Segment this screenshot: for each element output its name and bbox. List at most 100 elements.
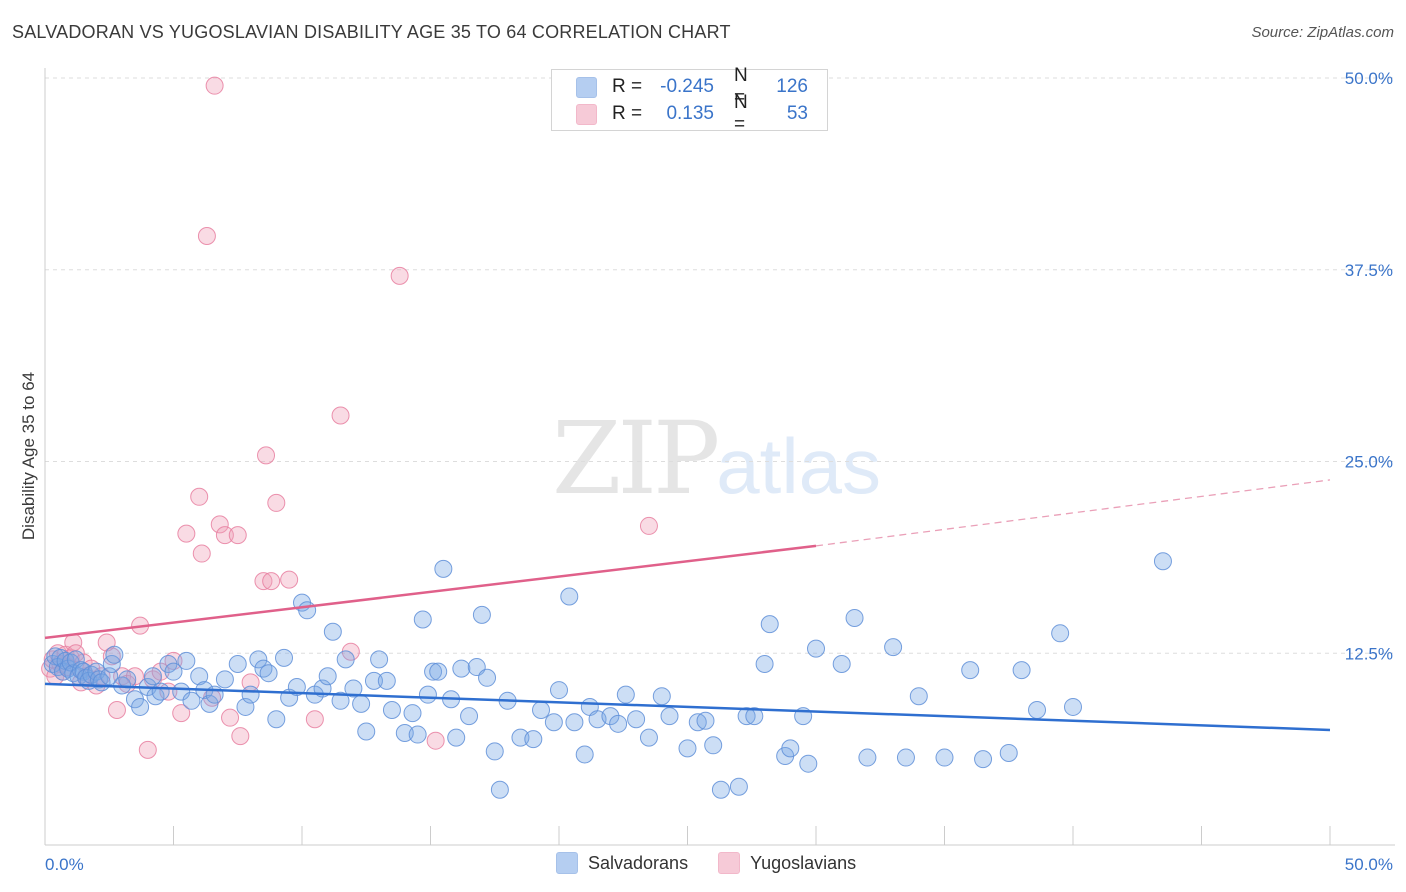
data-point	[275, 648, 294, 667]
data-point	[107, 701, 126, 720]
data-point	[210, 515, 229, 534]
bottom-legend-swatch-salvadorans	[556, 852, 578, 874]
data-point	[434, 559, 453, 578]
watermark-atlas: atlas	[716, 422, 882, 510]
data-point	[532, 701, 551, 720]
data-point	[215, 670, 234, 689]
data-point	[845, 608, 864, 627]
data-point	[172, 704, 191, 723]
data-point	[974, 750, 993, 769]
data-point	[370, 650, 389, 669]
data-point	[511, 728, 530, 747]
data-point	[704, 736, 723, 755]
data-point	[413, 610, 432, 629]
bottom-legend-salvadorans[interactable]: Salvadorans	[556, 852, 688, 874]
data-point	[737, 707, 756, 726]
data-point	[575, 745, 594, 764]
grid-lines	[45, 77, 1395, 654]
bottom-legend: Salvadorans Yugoslavians	[556, 852, 886, 874]
data-point	[267, 710, 286, 729]
data-point	[190, 487, 209, 506]
data-point	[192, 544, 211, 563]
data-point	[331, 691, 350, 710]
data-point	[832, 654, 851, 673]
data-point	[424, 662, 443, 681]
data-point	[490, 780, 509, 799]
data-point	[781, 739, 800, 758]
bottom-legend-label-yugoslavians: Yugoslavians	[750, 852, 857, 873]
y-tick-label: 50.0%	[1345, 69, 1393, 88]
data-point	[231, 727, 250, 746]
data-point	[331, 406, 350, 425]
data-point	[287, 677, 306, 696]
data-point	[221, 708, 240, 727]
data-point	[395, 724, 414, 743]
data-point	[364, 671, 383, 690]
legend-r-value: -0.245	[660, 76, 714, 97]
data-point	[544, 713, 563, 732]
data-point	[164, 651, 183, 670]
data-point	[452, 659, 471, 678]
data-point	[896, 748, 915, 767]
legend-r-label: R =	[612, 76, 643, 97]
data-point	[639, 516, 658, 535]
data-point	[745, 707, 764, 726]
data-point	[182, 691, 201, 710]
data-point	[257, 446, 276, 465]
trend-lines	[44, 479, 1331, 732]
watermark-zip: ZIP	[552, 400, 720, 517]
data-point	[323, 622, 342, 641]
y-tick-label: 25.0%	[1345, 453, 1393, 472]
y-tick-label: 37.5%	[1345, 261, 1393, 280]
data-point	[151, 682, 170, 701]
legend-r-label: R =	[612, 103, 643, 124]
data-point	[177, 524, 196, 543]
bottom-legend-yugoslavians[interactable]: Yugoslavians	[718, 852, 856, 874]
data-point	[935, 748, 954, 767]
data-point	[357, 722, 376, 741]
y-axis-label: Disability Age 35 to 64	[19, 372, 38, 540]
data-point	[138, 740, 157, 759]
data-point	[336, 650, 355, 669]
data-point	[711, 780, 730, 799]
data-point	[298, 601, 317, 620]
data-point	[118, 670, 137, 689]
data-point	[565, 713, 584, 732]
data-point	[729, 777, 748, 796]
y-tick-label: 12.5%	[1345, 644, 1393, 663]
data-point	[403, 704, 422, 723]
legend-n-value: 126	[776, 76, 808, 97]
data-point	[89, 670, 108, 689]
series-salvadorans	[43, 552, 1172, 799]
data-point	[807, 639, 825, 658]
data-point	[280, 570, 299, 589]
data-point	[961, 661, 980, 680]
trend-line-yugoslavians	[44, 544, 817, 640]
data-point	[205, 76, 224, 95]
data-point	[267, 493, 286, 512]
data-point	[197, 227, 216, 246]
data-point	[228, 526, 247, 545]
x-tick-label: 0.0%	[45, 855, 84, 874]
data-point	[616, 685, 635, 704]
trend-line-salvadorans	[44, 682, 1331, 732]
data-point	[760, 615, 779, 634]
data-point	[755, 654, 774, 673]
axes	[44, 68, 1395, 846]
data-point	[429, 662, 448, 681]
legend-row-yugoslavians: R = 0.135 N = 53	[576, 92, 808, 135]
legend-n-label: N =	[734, 65, 748, 108]
tick-labels: 12.5% 25.0% 37.5% 50.0% 0.0% 50.0%	[45, 69, 1393, 874]
data-point	[200, 694, 219, 713]
data-point	[560, 587, 579, 606]
data-point	[164, 662, 183, 681]
data-point	[228, 654, 247, 673]
data-point	[254, 572, 273, 591]
legend: R = -0.245 N = 126 R = 0.135 N = 53	[551, 65, 828, 135]
legend-swatch-yugoslavians	[576, 103, 597, 125]
data-point	[858, 748, 877, 767]
trend-line-yugoslavians-extension	[815, 479, 1331, 547]
data-point	[172, 682, 191, 701]
data-point	[660, 707, 679, 726]
